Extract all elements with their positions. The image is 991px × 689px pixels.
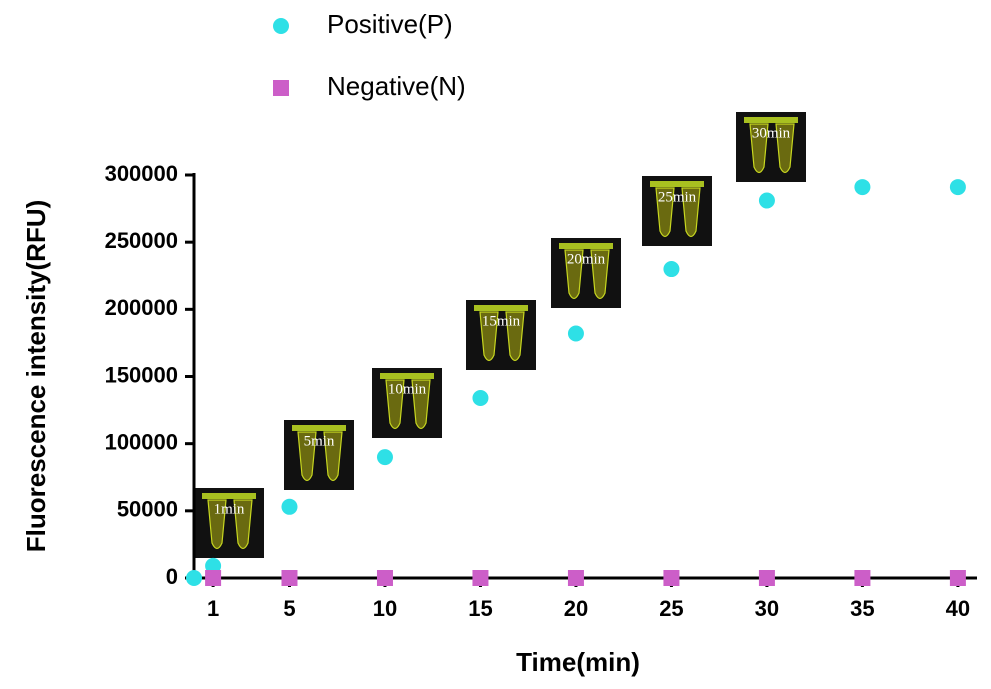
- tube: [505, 311, 525, 362]
- y-tick-label: 0: [166, 564, 178, 589]
- x-tick-label: 25: [659, 596, 683, 621]
- inset-photo: 15min: [466, 300, 536, 370]
- legend-label: Negative(N): [327, 71, 466, 101]
- point: [376, 570, 393, 586]
- cap: [202, 493, 256, 499]
- point: [376, 449, 393, 466]
- x-tick-label: 5: [283, 596, 295, 621]
- y-tick-label: 50000: [117, 497, 178, 522]
- point: [854, 179, 871, 196]
- cap: [380, 373, 434, 379]
- annotation: 25min: [658, 189, 697, 205]
- inset-photo: 25min: [642, 176, 712, 246]
- x-tick-label: 15: [468, 596, 492, 621]
- y-tick-label: 200000: [105, 295, 178, 320]
- annotation: 30min: [752, 125, 791, 141]
- x-axis-label: Time(min): [516, 647, 640, 677]
- point: [854, 570, 871, 586]
- point: [472, 570, 489, 586]
- tube: [655, 187, 675, 238]
- x-tick-label: 40: [946, 596, 970, 621]
- annotation: 15min: [482, 313, 521, 329]
- legend-marker: [273, 80, 289, 96]
- inset-photo: 30min: [736, 112, 806, 182]
- point: [472, 389, 489, 406]
- tube: [297, 431, 317, 482]
- cap: [744, 117, 798, 123]
- point: [205, 570, 222, 586]
- annotation: 10min: [388, 381, 427, 397]
- point: [205, 557, 222, 574]
- inset-photo: 20min: [551, 238, 621, 308]
- y-tick-label: 100000: [105, 429, 178, 454]
- tube: [479, 311, 499, 362]
- point: [567, 325, 584, 342]
- point: [281, 498, 298, 515]
- tube: [385, 379, 405, 430]
- point: [949, 179, 966, 196]
- tube: [564, 249, 584, 300]
- cap: [650, 181, 704, 187]
- point: [281, 570, 298, 586]
- x-tick-label: 10: [373, 596, 397, 621]
- annotation: 1min: [214, 501, 245, 517]
- point: [663, 261, 680, 278]
- annotation: 20min: [567, 251, 606, 267]
- x-tick-label: 20: [564, 596, 588, 621]
- legend-label: Positive(P): [327, 9, 453, 39]
- tube: [411, 379, 431, 430]
- y-axis-label: Fluorescence intensity(RFU): [21, 200, 51, 553]
- cap: [559, 243, 613, 249]
- inset-photo: 5min: [284, 420, 354, 490]
- point: [567, 570, 584, 586]
- point: [949, 570, 966, 586]
- tube: [323, 431, 343, 482]
- point: [758, 570, 775, 586]
- cap: [474, 305, 528, 311]
- y-tick-label: 300000: [105, 161, 178, 186]
- point: [758, 192, 775, 209]
- tube: [775, 123, 795, 174]
- cap: [292, 425, 346, 431]
- inset-photo: 1min: [194, 488, 264, 558]
- inset-photo: 10min: [372, 368, 442, 438]
- tube: [681, 187, 701, 238]
- x-tick-label: 30: [755, 596, 779, 621]
- x-tick-label: 1: [207, 596, 219, 621]
- y-tick-label: 150000: [105, 362, 178, 387]
- point: [186, 570, 202, 586]
- y-tick-label: 250000: [105, 228, 178, 253]
- annotation: 5min: [304, 433, 335, 449]
- x-tick-label: 35: [850, 596, 874, 621]
- tube: [233, 499, 253, 550]
- tube: [590, 249, 610, 300]
- point: [663, 570, 680, 586]
- legend-marker: [273, 18, 289, 34]
- tube: [207, 499, 227, 550]
- tube: [749, 123, 769, 174]
